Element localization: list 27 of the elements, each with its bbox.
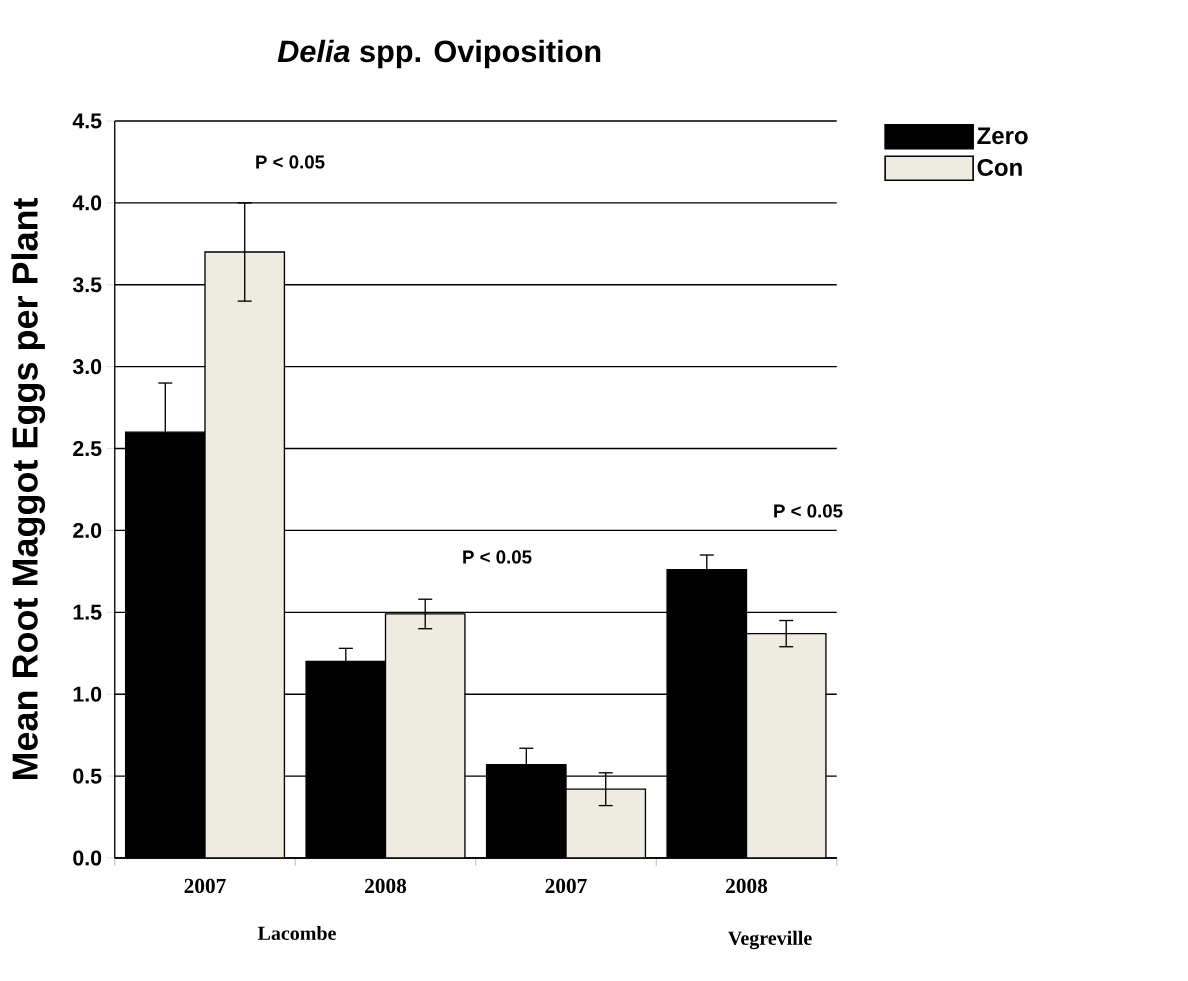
legend-label: Zero <box>977 127 1028 145</box>
y-axis-title: Mean Root Maggot Eggs per Plant <box>11 197 46 780</box>
y-tick-label: 0.5 <box>73 768 102 784</box>
x-tick-label: 2007 <box>184 878 226 894</box>
annotation: P < 0.05 <box>774 504 843 518</box>
y-tick-label: 0.0 <box>73 850 102 866</box>
y-tick-label: 3.5 <box>72 277 102 293</box>
y-tick-label: 2.5 <box>73 441 102 457</box>
y-tick-label: 4.0 <box>72 195 102 211</box>
bar <box>204 251 286 858</box>
chart-title: Delia spp. Oviposition <box>277 39 601 69</box>
y-tick-label: 2.0 <box>73 522 102 538</box>
text: Vegreville <box>728 930 812 950</box>
x-tick-label: 2007 <box>545 878 587 894</box>
bar <box>384 613 466 858</box>
annotation: P < 0.05 <box>256 155 325 169</box>
bar <box>745 632 827 858</box>
y-tick-label: 4.5 <box>72 113 102 129</box>
bar <box>565 788 647 858</box>
x-tick-label: 2008 <box>726 878 768 894</box>
y-tick-label: 3.0 <box>72 359 102 375</box>
y-tick-label: 1.0 <box>73 686 102 702</box>
text: Lacombe <box>257 925 336 941</box>
y-tick-label: 1.5 <box>73 604 102 620</box>
legend-label: Con <box>977 158 1022 176</box>
annotation: P < 0.05 <box>463 550 532 564</box>
x-tick-label: 2008 <box>365 878 407 894</box>
